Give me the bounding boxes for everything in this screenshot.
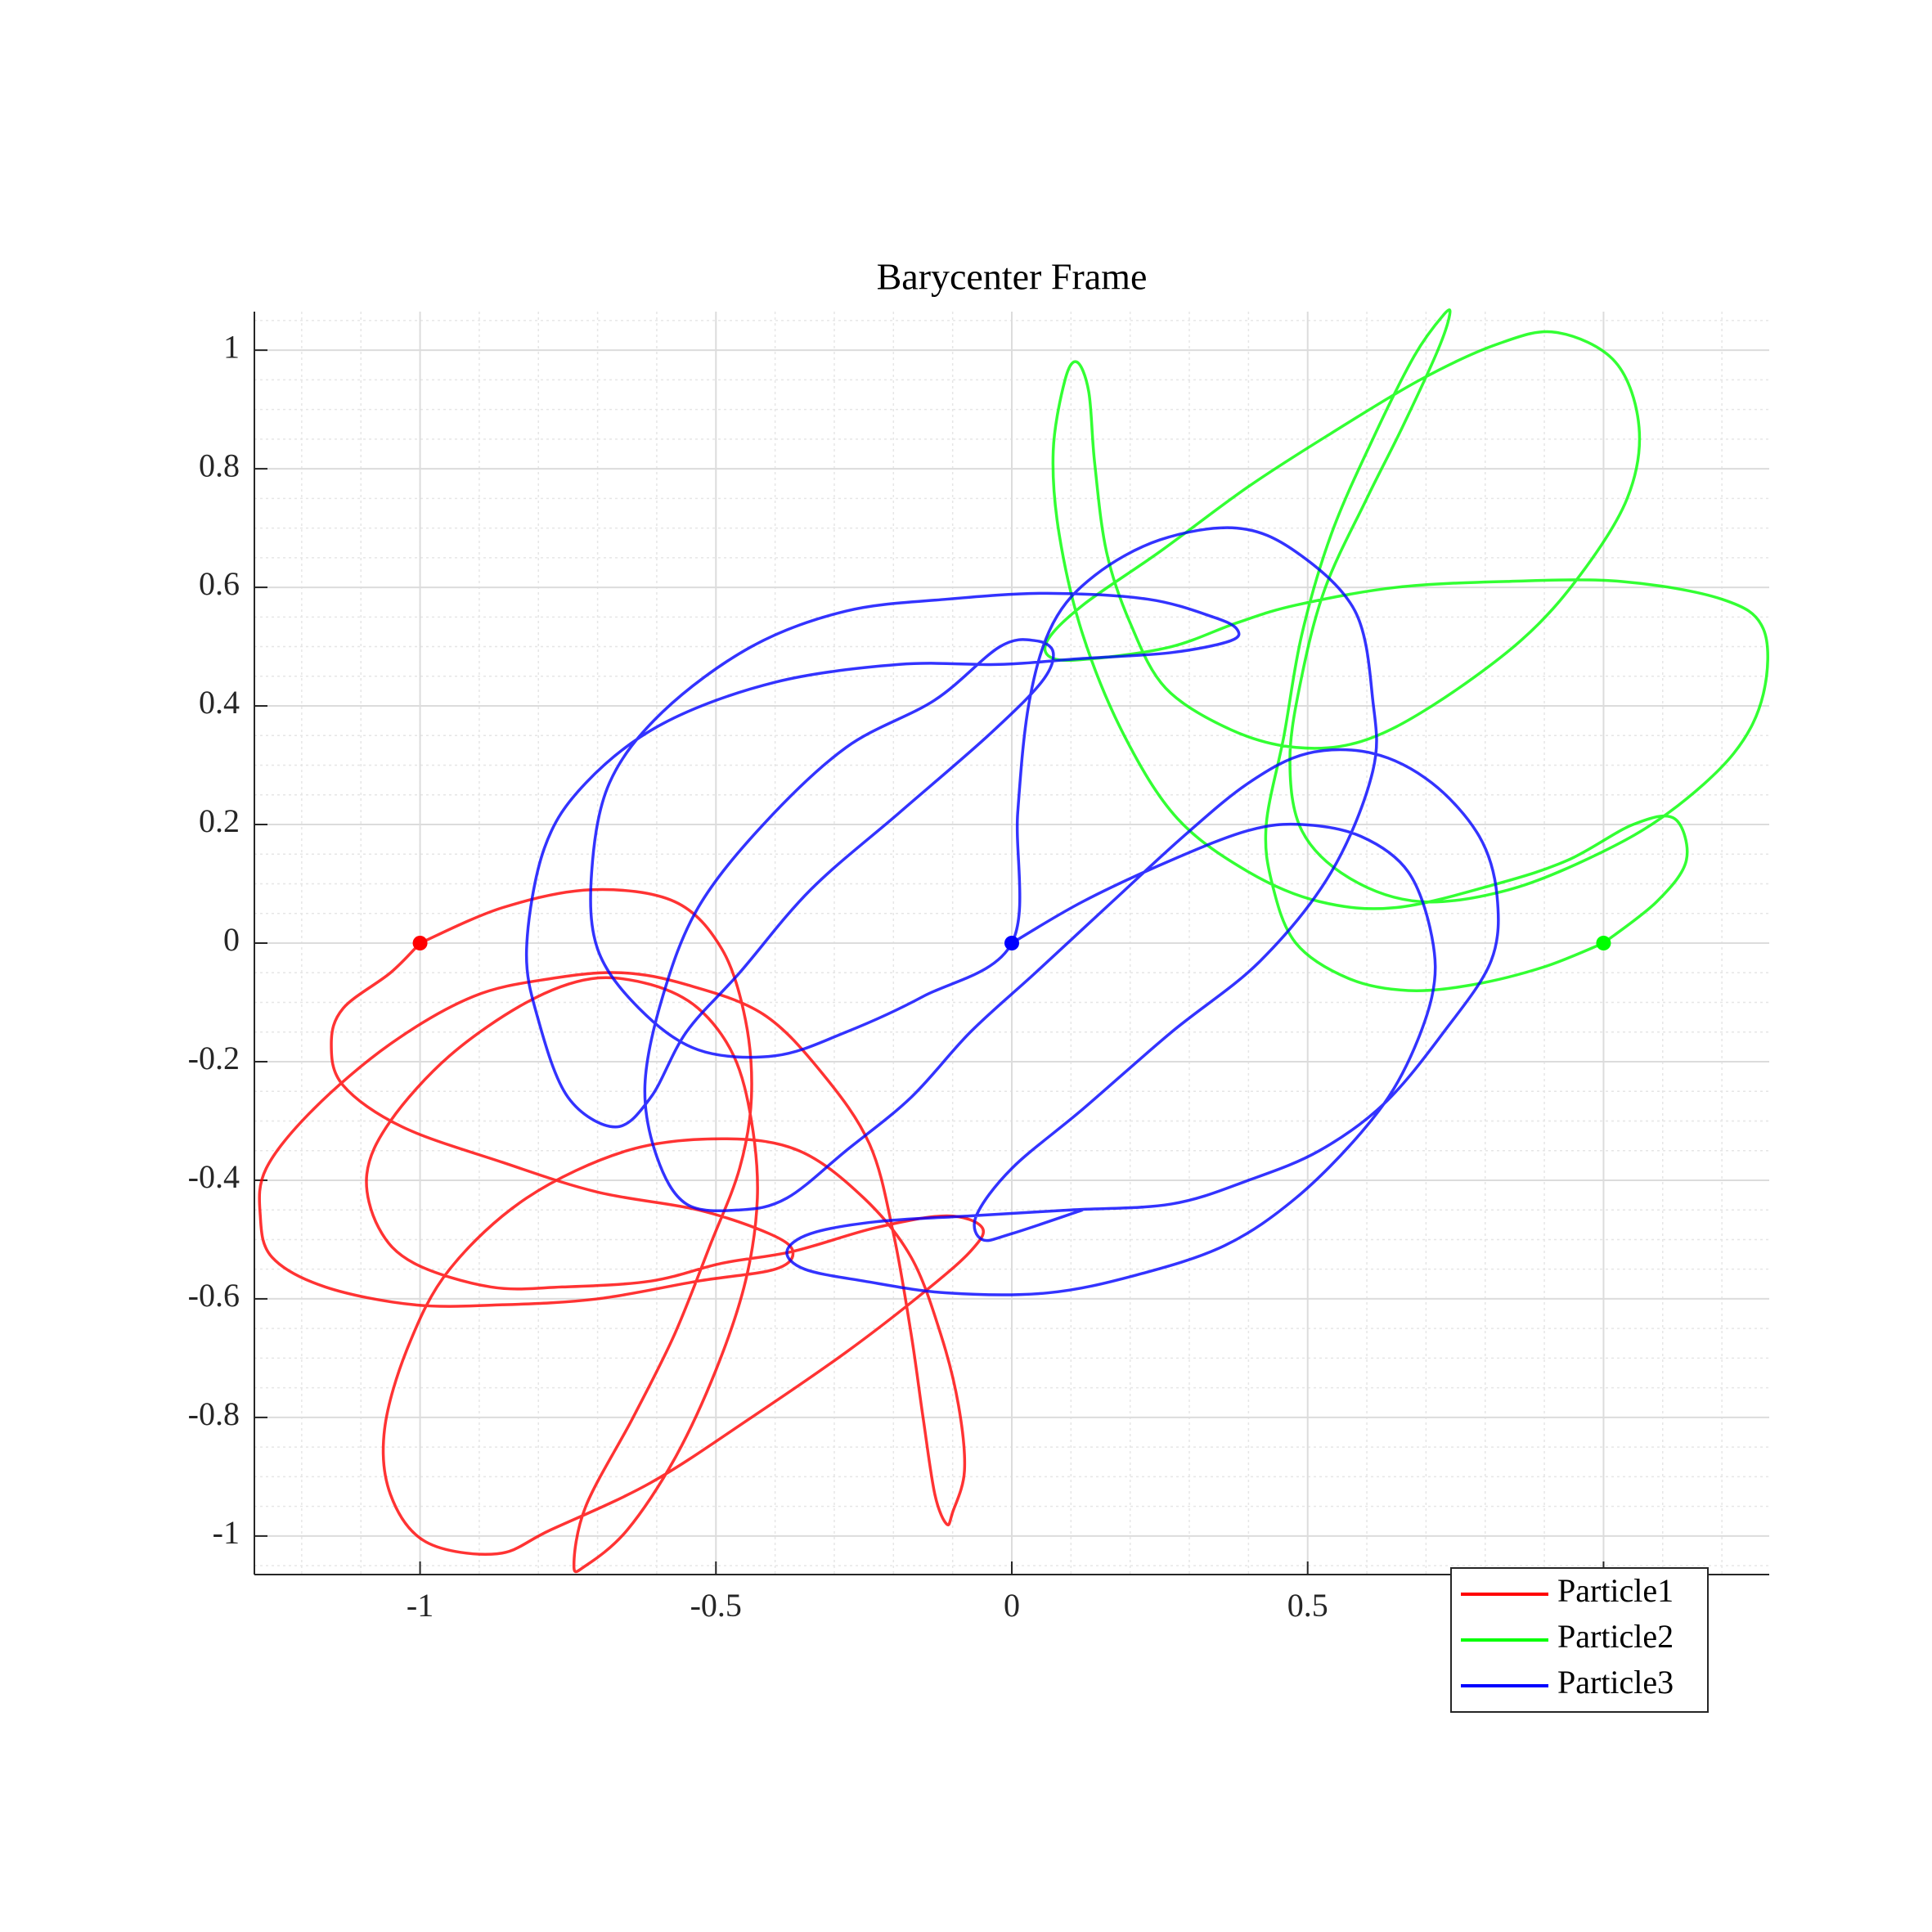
start-marker: [1596, 936, 1611, 950]
y-tick-label: -0.4: [188, 1158, 240, 1195]
legend-label: Particle1: [1557, 1572, 1674, 1609]
y-tick-label: -0.6: [188, 1277, 240, 1314]
start-marker: [412, 936, 428, 950]
y-tick-label: 0.6: [199, 565, 240, 602]
y-tick-label: 0.4: [199, 684, 240, 721]
trajectory: [524, 526, 1500, 1296]
x-tick-label: -1: [407, 1587, 434, 1624]
y-tick-label: 0.2: [199, 802, 240, 839]
start-marker: [1004, 936, 1019, 950]
chart-title: Barycenter Frame: [877, 256, 1148, 298]
y-tick-label: 0.8: [199, 447, 240, 483]
x-tick-label: 0: [1004, 1587, 1020, 1624]
trajectory: [258, 887, 986, 1574]
legend-label: Particle3: [1557, 1664, 1674, 1701]
y-tick-label: -1: [213, 1514, 240, 1551]
y-tick-label: 1: [223, 328, 240, 365]
y-tick-label: -0.2: [188, 1040, 240, 1076]
y-tick-label: -0.8: [188, 1395, 240, 1432]
trajectory: [1043, 308, 1769, 992]
legend: Particle1 Particle2 Particle3: [1450, 1567, 1709, 1713]
x-tick-label: -0.5: [690, 1587, 742, 1624]
y-tick-label: 0: [223, 921, 240, 958]
x-tick-label: 0.5: [1287, 1587, 1328, 1624]
legend-label: Particle2: [1557, 1618, 1674, 1655]
